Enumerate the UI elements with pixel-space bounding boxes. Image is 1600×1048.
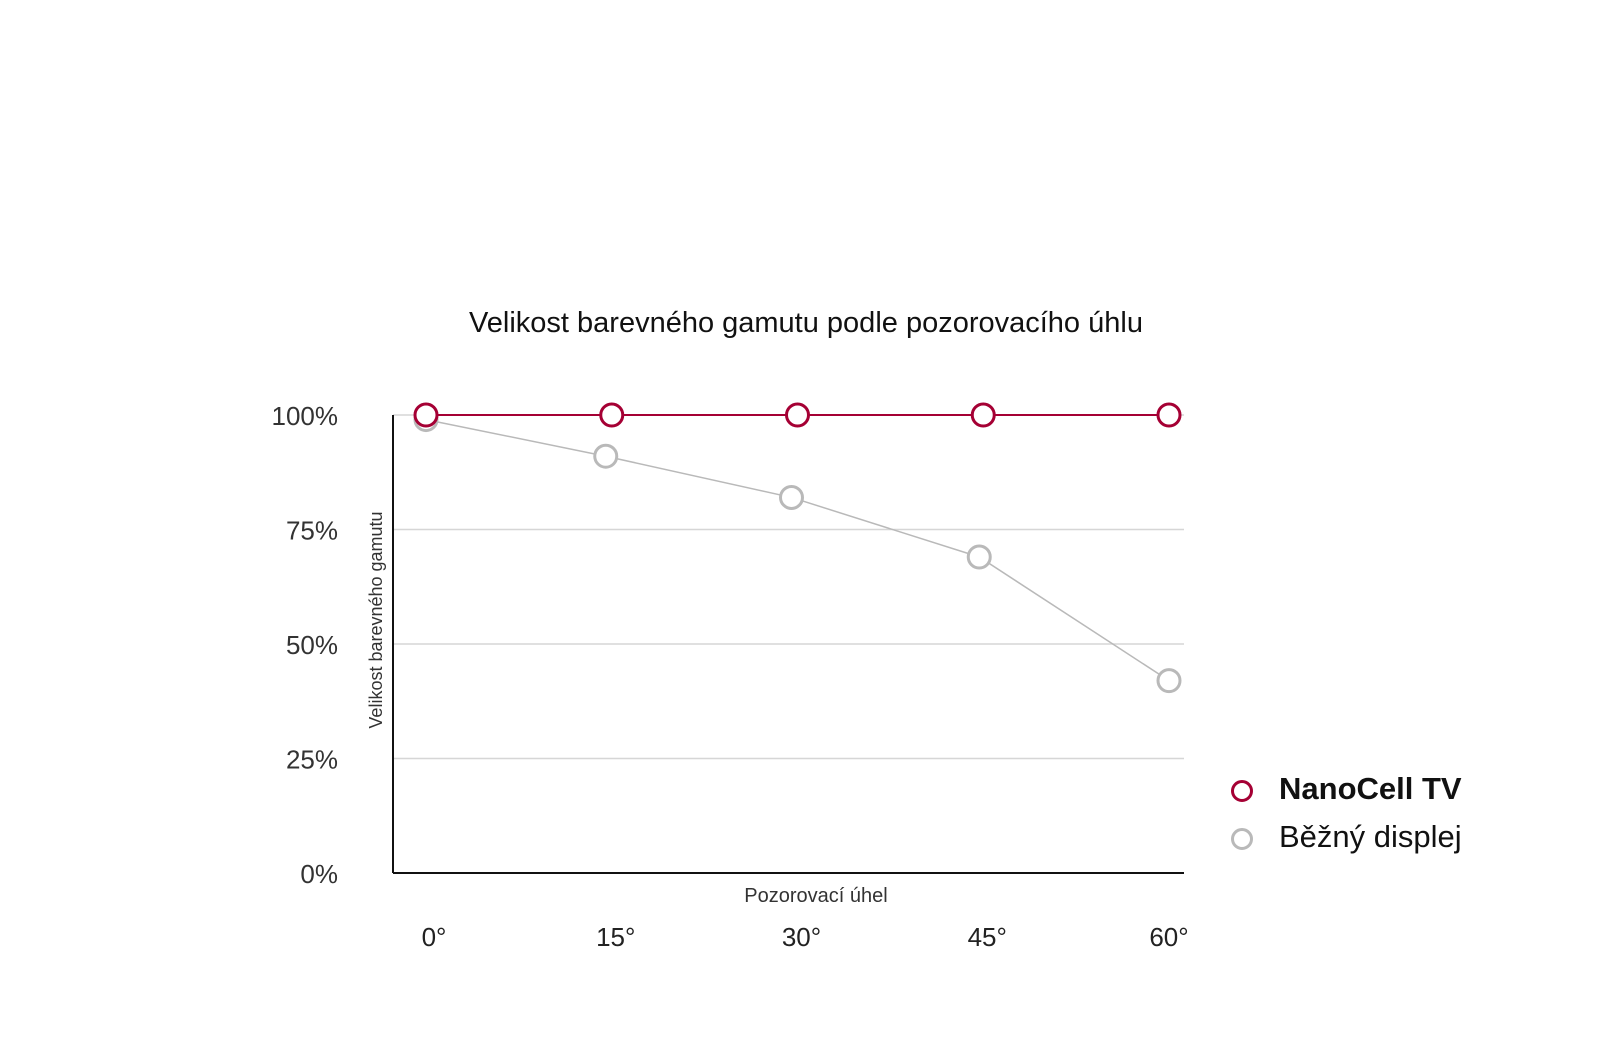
data-point xyxy=(593,443,619,469)
data-point xyxy=(779,484,804,510)
data-point xyxy=(1156,668,1182,694)
y-tick-label: 25% xyxy=(286,745,338,775)
x-tick-label: 15° xyxy=(596,922,635,952)
y-tick-label: 50% xyxy=(286,630,338,660)
y-axis-label: Velikost barevného gamutu xyxy=(366,511,386,728)
legend-marker xyxy=(1231,828,1253,850)
chart-title: Velikost barevného gamutu podle pozorova… xyxy=(469,307,1143,339)
data-point xyxy=(413,402,439,428)
x-tick-label: 45° xyxy=(968,922,1007,952)
legend-marker xyxy=(1231,780,1253,802)
y-tick-label: 100% xyxy=(272,401,339,431)
data-point xyxy=(785,402,810,428)
data-point xyxy=(1156,402,1182,428)
data-point xyxy=(599,402,625,428)
y-tick-label: 0% xyxy=(300,859,338,889)
x-axis-label: Pozorovací úhel xyxy=(744,885,887,907)
data-point xyxy=(966,544,992,570)
data-point xyxy=(970,402,996,428)
series-line xyxy=(425,418,1170,682)
legend-label: NanoCell TV xyxy=(1279,771,1462,806)
x-tick-label: 60° xyxy=(1149,922,1188,952)
x-tick-label: 0° xyxy=(422,922,447,952)
y-tick-label: 75% xyxy=(286,516,338,546)
x-tick-label: 30° xyxy=(782,922,821,952)
legend-label: Běžný displej xyxy=(1279,819,1462,854)
